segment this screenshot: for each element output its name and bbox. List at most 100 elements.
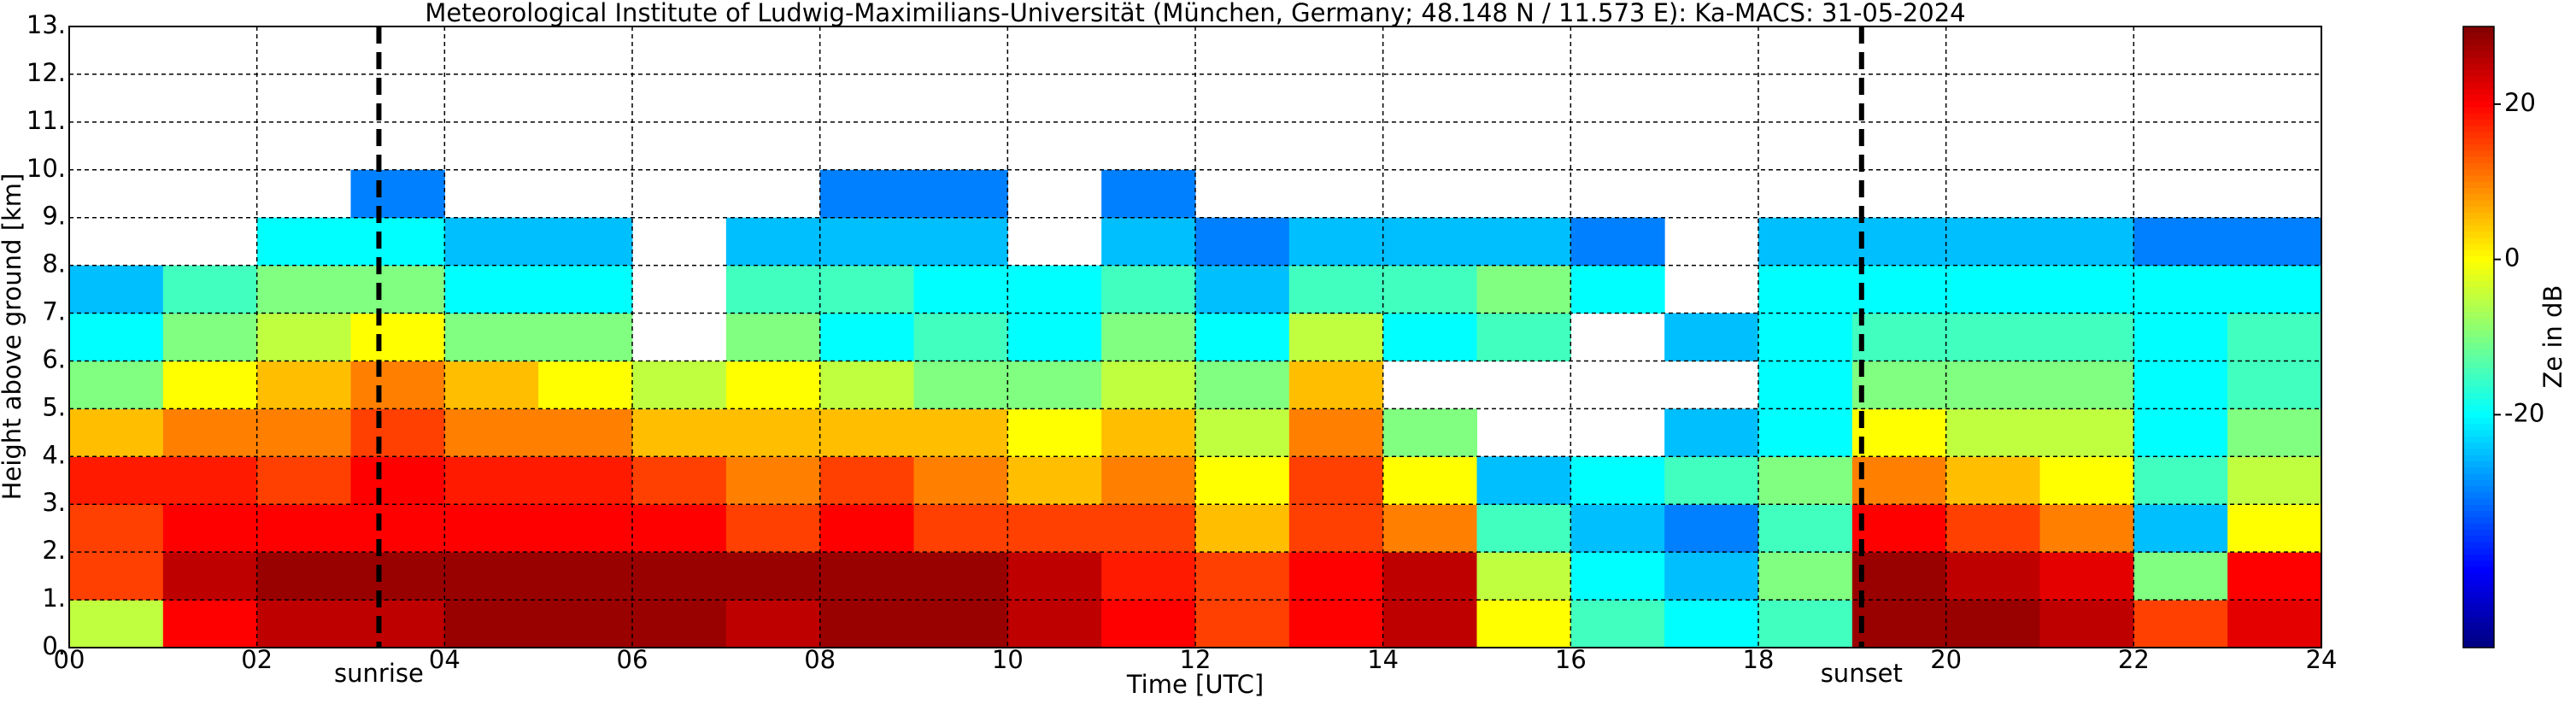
cell bbox=[1195, 504, 1290, 553]
x-tick-label: 02 bbox=[241, 645, 273, 674]
cell bbox=[632, 361, 727, 409]
y-tick-label: 0. bbox=[42, 631, 66, 660]
cell bbox=[1288, 313, 1384, 361]
cell bbox=[1664, 313, 1759, 361]
x-tick-label: 04 bbox=[429, 645, 461, 674]
cell bbox=[538, 600, 633, 648]
colorbar-segment bbox=[2463, 443, 2494, 449]
colorbar-segment bbox=[2463, 26, 2494, 33]
cell bbox=[2133, 313, 2228, 361]
cell bbox=[1945, 456, 2040, 505]
cell bbox=[256, 361, 351, 409]
cell bbox=[1664, 552, 1759, 601]
cell bbox=[1851, 217, 1947, 267]
cell bbox=[913, 217, 1008, 267]
cell bbox=[538, 217, 633, 267]
cell bbox=[1195, 361, 1290, 409]
colorbar-segment bbox=[2463, 38, 2494, 46]
cell bbox=[1007, 552, 1102, 601]
cell bbox=[1851, 504, 1947, 553]
colorbar-segment bbox=[2463, 560, 2494, 567]
x-tick-label: 12 bbox=[1180, 645, 1212, 674]
colorbar-segment bbox=[2463, 343, 2494, 350]
colorbar-segment bbox=[2463, 238, 2494, 244]
cell bbox=[1851, 265, 1947, 314]
cell bbox=[1101, 600, 1196, 648]
cell bbox=[2133, 217, 2228, 267]
cell bbox=[69, 456, 164, 505]
colorbar-segment bbox=[2463, 57, 2494, 65]
cell bbox=[1288, 265, 1384, 314]
cell bbox=[1664, 456, 1759, 505]
cell bbox=[913, 600, 1008, 648]
colorbar-segment bbox=[2463, 94, 2494, 102]
cell bbox=[1570, 456, 1665, 505]
cell bbox=[632, 600, 727, 648]
colorbar-segment bbox=[2463, 554, 2494, 561]
cell bbox=[444, 552, 539, 601]
colorbar-segment bbox=[2463, 479, 2494, 487]
colorbar-segment bbox=[2463, 604, 2494, 611]
cell bbox=[725, 552, 821, 601]
cell bbox=[1945, 504, 2040, 553]
colorbar-segment bbox=[2463, 572, 2494, 580]
x-axis-label: Time [UTC] bbox=[1126, 670, 1264, 699]
colorbar-segment bbox=[2463, 156, 2494, 164]
y-axis-label: Height above ground [km] bbox=[0, 173, 26, 501]
cell bbox=[256, 552, 351, 601]
cell bbox=[538, 408, 633, 457]
colorbar-segment bbox=[2463, 169, 2494, 176]
colorbar-tick-label: 20 bbox=[2504, 88, 2536, 117]
colorbar-segment bbox=[2463, 337, 2494, 344]
x-tick-label: 14 bbox=[1367, 645, 1399, 674]
cell bbox=[819, 169, 914, 219]
cell bbox=[2039, 552, 2134, 601]
cell bbox=[162, 313, 258, 361]
x-tick-label: 20 bbox=[1930, 645, 1962, 674]
cell bbox=[632, 408, 727, 457]
colorbar-segment bbox=[2463, 107, 2494, 114]
colorbar-segment bbox=[2463, 281, 2494, 288]
cell bbox=[819, 552, 914, 601]
cell bbox=[819, 361, 914, 409]
cell bbox=[2227, 217, 2322, 267]
cell bbox=[632, 456, 727, 505]
cell bbox=[1101, 456, 1196, 505]
cell bbox=[1195, 217, 1290, 267]
cell bbox=[538, 361, 633, 409]
cell bbox=[1382, 600, 1477, 648]
cell bbox=[1570, 217, 1665, 267]
colorbar-segment bbox=[2463, 69, 2494, 77]
cell bbox=[1476, 313, 1571, 361]
cell bbox=[913, 169, 1008, 219]
cell bbox=[819, 600, 914, 648]
colorbar-segment bbox=[2463, 411, 2494, 419]
colorbar-segment bbox=[2463, 424, 2494, 431]
cell bbox=[1288, 408, 1384, 457]
y-tick-label: 12. bbox=[26, 58, 66, 87]
cell bbox=[444, 600, 539, 648]
cell bbox=[2133, 265, 2228, 314]
cell bbox=[1195, 313, 1290, 361]
cell bbox=[2227, 265, 2322, 314]
colorbar-segment bbox=[2463, 485, 2494, 493]
colorbar-segment bbox=[2463, 274, 2494, 282]
cell bbox=[913, 408, 1008, 457]
cell bbox=[725, 600, 821, 648]
colorbar-segment bbox=[2463, 120, 2494, 126]
colorbar-segment bbox=[2463, 188, 2494, 195]
cell bbox=[350, 504, 445, 553]
colorbar-segment bbox=[2463, 231, 2494, 238]
cell bbox=[1664, 408, 1759, 457]
colorbar-segment bbox=[2463, 355, 2494, 363]
colorbar-segment bbox=[2463, 175, 2494, 183]
y-tick-label: 6. bbox=[42, 344, 66, 373]
cell bbox=[1101, 313, 1196, 361]
cell bbox=[2133, 408, 2228, 457]
colorbar-segment bbox=[2463, 82, 2494, 90]
colorbar-frame bbox=[2462, 26, 2495, 648]
colorbar-segment bbox=[2463, 386, 2494, 394]
y-tick-label: 11. bbox=[26, 106, 66, 135]
cell bbox=[350, 361, 445, 409]
cell bbox=[1288, 361, 1384, 409]
